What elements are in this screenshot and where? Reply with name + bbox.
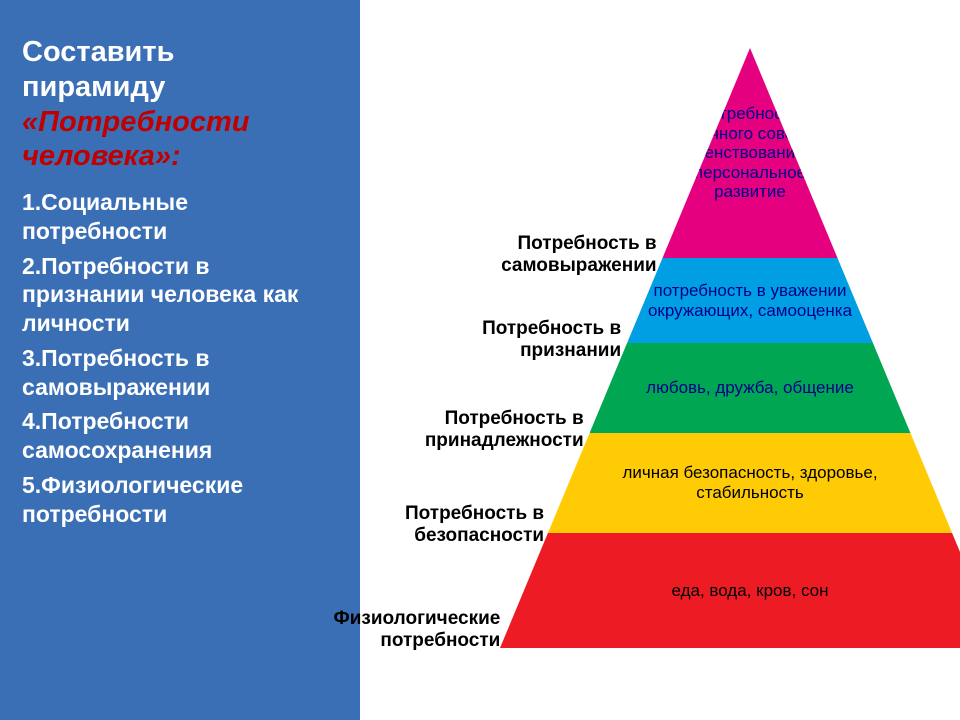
pyramid-level-4: личная безопасность, здоровье, стабильно…: [548, 433, 952, 533]
pyramid-label-left: Потребность в признании: [482, 318, 621, 362]
slide-text-panel: Составить пирамиду «Потребности человека…: [0, 0, 360, 720]
pyramid-label-left: Потребность в безопасности: [405, 503, 544, 547]
list-item: 3.Потребность в самовыражении: [22, 344, 338, 402]
pyramid-panel: потребность личного совер- шенствования,…: [360, 0, 960, 720]
list-item: 2.Потребности в признании человека как л…: [22, 252, 338, 338]
pyramid-level-text: потребность в уважении окружающих, самоо…: [642, 281, 858, 320]
list-item: 5.Физиологические потребности: [22, 471, 338, 529]
pyramid-level-2: потребность в уважении окружающих, самоо…: [627, 258, 873, 343]
pyramid-level-5: еда, вода, кров, сон: [500, 533, 960, 648]
list-item: 4.Потребности самосохранения: [22, 407, 338, 465]
list-item: 1.Социальные потребности: [22, 188, 338, 246]
pyramid-diagram: потребность личного совер- шенствования,…: [360, 48, 960, 688]
pyramid-level-text: любовь, дружба, общение: [640, 378, 860, 398]
pyramid-level-text: личная безопасность, здоровье, стабильно…: [616, 463, 883, 502]
pyramid-label-left: Потребность в принадлежности: [425, 408, 584, 452]
pyramid-level-3: любовь, дружба, общение: [590, 343, 911, 433]
pyramid-level-text: еда, вода, кров, сон: [665, 581, 834, 601]
pyramid-level-1: потребность личного совер- шенствования,…: [663, 48, 838, 258]
title-line-1: Составить: [22, 35, 338, 70]
needs-list: 1.Социальные потребности 2.Потребности в…: [22, 188, 338, 528]
pyramid-level-text: потребность личного совер- шенствования,…: [685, 104, 816, 202]
pyramid-label-left: Потребность в самовыражении: [501, 233, 656, 277]
title-line-2: пирамиду: [22, 70, 338, 105]
title-subtitle: «Потребности человека»:: [22, 105, 338, 175]
pyramid-label-left: Физиологические потребности: [334, 608, 501, 652]
